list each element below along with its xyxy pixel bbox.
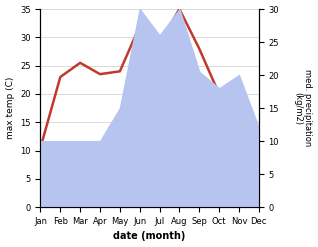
X-axis label: date (month): date (month) xyxy=(114,231,186,242)
Y-axis label: max temp (C): max temp (C) xyxy=(5,77,15,139)
Y-axis label: med. precipitation
(kg/m2): med. precipitation (kg/m2) xyxy=(293,69,313,147)
